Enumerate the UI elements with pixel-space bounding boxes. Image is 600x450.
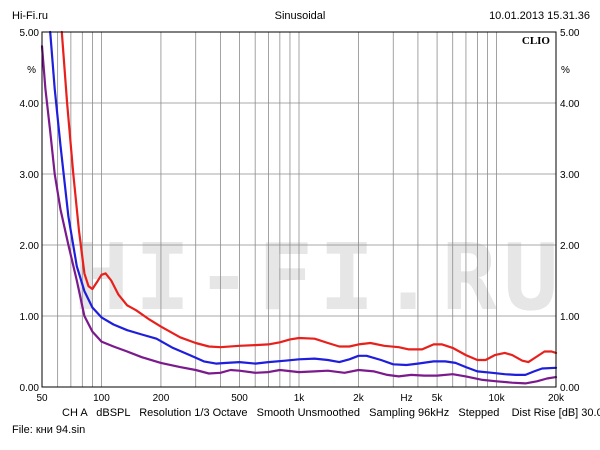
y-tick-label-right: 2.00 [560,241,580,252]
series-layer [40,30,558,385]
y-tick-label-left: 5.00 [20,28,40,39]
y-tick-label-left: 2.00 [20,241,40,252]
x-tick-label: 10k [488,393,505,404]
grid [42,32,556,387]
x-tick-label: 2k [353,393,365,404]
timestamp: 10.01.2013 15.31.36 [489,10,590,22]
x-tick-label: 100 [93,393,110,404]
file-name: File: кни 94.sin [12,424,86,436]
series-line-1 [60,30,558,364]
clio-brand: CLIO [522,35,551,47]
series-line-2 [49,30,558,376]
measurement-settings: CH A dBSPL Resolution 1/3 Octave Smooth … [62,407,600,419]
tick-labels: 0.00 0.00 1.00 1.00 2.00 2.00 3.00 3.00 4.00 4.00… [20,28,580,404]
x-tick-label: 20k [548,393,565,404]
y-tick-label-left: 0.00 [20,383,40,394]
y-tick-label-right: 3.00 [560,170,580,181]
watermark: HI-FI.RU [73,224,564,331]
y-tick-label-right: 4.00 [560,99,580,110]
watermark-text: HI-FI.RU [73,224,564,331]
y-tick-label-left: 1.00 [20,312,40,323]
header-left-text: Hi-Fi.ru [12,10,49,22]
series-line-3 [40,45,558,385]
x-tick-label: 200 [153,393,170,404]
plot-frame [41,31,557,388]
y-tick-label-right: 5.00 [560,28,580,39]
x-tick-label: 500 [231,393,248,404]
x-tick-label: Hz [400,393,412,404]
chart-mode-title: Sinusoidal [274,10,326,22]
x-tick-label: 1k [294,393,306,404]
x-tick-label: 50 [36,393,48,404]
y-tick-label-left: 4.00 [20,99,40,110]
y-tick-label-right: 1.00 [560,312,580,323]
x-tick-label: 5k [432,393,444,404]
y-tick-label-left: 3.00 [20,170,40,181]
y-unit-left: % [27,65,36,76]
y-tick-label-right: 0.00 [560,383,580,394]
y-unit-right: % [561,65,570,76]
